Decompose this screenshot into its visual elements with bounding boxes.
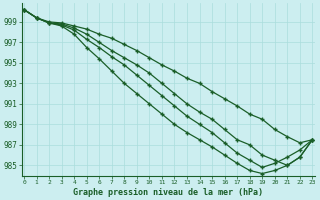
X-axis label: Graphe pression niveau de la mer (hPa): Graphe pression niveau de la mer (hPa) <box>73 188 263 197</box>
